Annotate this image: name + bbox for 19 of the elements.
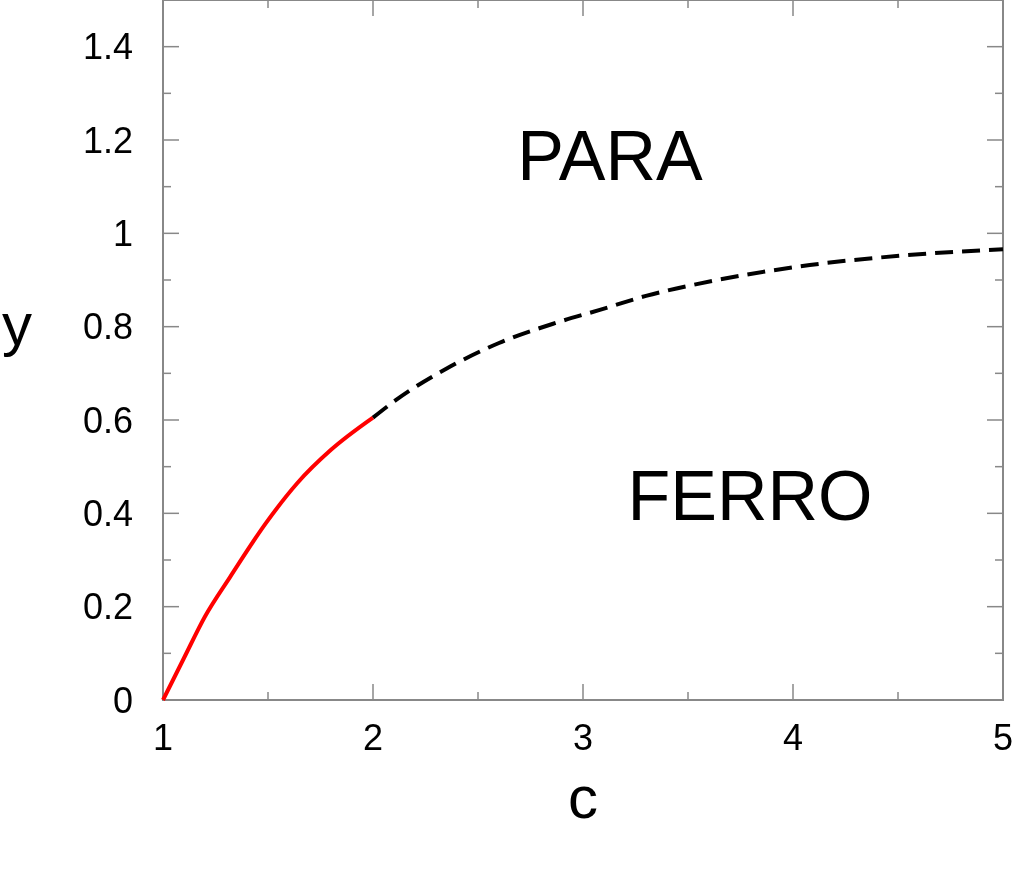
x-tick-label: 1 (152, 717, 174, 758)
y-tick-label: 0 (112, 679, 133, 721)
y-tick-label: 1 (112, 212, 133, 254)
y-tick-label: 1.2 (82, 119, 133, 161)
x-tick-label: 4 (782, 717, 804, 758)
y-tick-label: 1.4 (82, 26, 133, 68)
x-axis-title: c (568, 764, 598, 831)
y-tick-label: 0.6 (82, 399, 133, 441)
y-tick-label: 0.2 (82, 586, 133, 628)
annotation: FERRO (627, 456, 873, 535)
y-tick-label: 0.4 (82, 492, 133, 534)
line-series (371, 247, 1005, 420)
x-tick-label: 5 (992, 717, 1014, 758)
x-tick-label: 2 (362, 717, 384, 758)
y-tick-label: 0.8 (82, 306, 133, 348)
annotation: PARA (517, 116, 704, 195)
x-tick-label: 3 (572, 717, 594, 758)
y-axis-title: y (2, 291, 32, 358)
line-series (161, 415, 375, 702)
